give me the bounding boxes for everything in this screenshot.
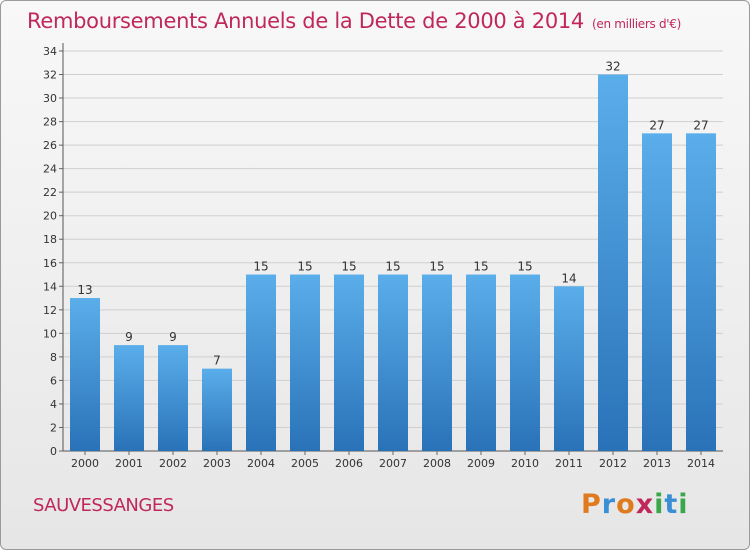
bar bbox=[466, 274, 496, 451]
bar bbox=[642, 133, 672, 451]
bar bbox=[554, 286, 584, 451]
x-tick-label: 2006 bbox=[335, 457, 363, 470]
x-tick-label: 2007 bbox=[379, 457, 407, 470]
y-tick-label: 22 bbox=[43, 186, 57, 199]
x-tick-label: 2005 bbox=[291, 457, 319, 470]
data-label: 15 bbox=[341, 260, 356, 274]
y-tick-label: 30 bbox=[43, 92, 57, 105]
y-tick-label: 32 bbox=[43, 69, 57, 82]
x-tick-label: 2009 bbox=[467, 457, 495, 470]
data-label: 15 bbox=[253, 260, 268, 274]
y-tick-label: 12 bbox=[43, 304, 57, 317]
bar bbox=[334, 274, 364, 451]
y-tick-label: 16 bbox=[43, 257, 57, 270]
x-tick-label: 2012 bbox=[599, 457, 627, 470]
data-labels: 13 9 9 7 15 15 15 15 15 15 15 14 32 27 27 bbox=[77, 60, 708, 368]
x-tick-label: 2013 bbox=[643, 457, 671, 470]
data-label: 7 bbox=[213, 354, 221, 368]
bar bbox=[598, 74, 628, 451]
x-tick-label: 2000 bbox=[71, 457, 99, 470]
data-label: 9 bbox=[169, 330, 177, 344]
x-tick-label: 2002 bbox=[159, 457, 187, 470]
commune-name: SAUVESSANGES bbox=[33, 495, 174, 516]
bar bbox=[686, 133, 716, 451]
bar bbox=[422, 274, 452, 451]
bar bbox=[158, 345, 188, 451]
data-label: 15 bbox=[429, 260, 444, 274]
bar bbox=[246, 274, 276, 451]
y-tick-label: 0 bbox=[50, 445, 57, 458]
y-tick-label: 14 bbox=[43, 280, 57, 293]
x-tick-label: 2010 bbox=[511, 457, 539, 470]
x-tick-label: 2008 bbox=[423, 457, 451, 470]
x-tick-label: 2014 bbox=[687, 457, 715, 470]
data-label: 14 bbox=[561, 271, 576, 285]
x-tick-label: 2011 bbox=[555, 457, 583, 470]
y-tick-label: 6 bbox=[50, 374, 57, 387]
proxiti-logo[interactable]: Proxiti bbox=[581, 489, 689, 520]
y-tick-label: 20 bbox=[43, 210, 57, 223]
bar bbox=[290, 274, 320, 451]
y-tick-label: 18 bbox=[43, 233, 57, 246]
bar bbox=[114, 345, 144, 451]
y-tick-label: 34 bbox=[43, 45, 57, 58]
logo-letter: x bbox=[635, 489, 655, 520]
y-tick-label: 28 bbox=[43, 116, 57, 129]
bar bbox=[378, 274, 408, 451]
bar bbox=[70, 298, 100, 451]
bar bbox=[202, 368, 232, 451]
chart-title: Remboursements Annuels de la Dette de 20… bbox=[27, 9, 681, 33]
data-label: 15 bbox=[297, 260, 312, 274]
chart-unit: (en milliers d'€) bbox=[592, 17, 682, 31]
data-label: 32 bbox=[605, 60, 620, 74]
data-label: 27 bbox=[649, 118, 664, 132]
logo-letter: r bbox=[601, 489, 617, 520]
y-tick-label: 24 bbox=[43, 163, 57, 176]
y-tick-label: 2 bbox=[50, 421, 57, 434]
x-tick-label: 2001 bbox=[115, 457, 143, 470]
y-tick-label: 4 bbox=[50, 398, 57, 411]
x-tick-label: 2003 bbox=[203, 457, 231, 470]
logo-letter: P bbox=[581, 489, 602, 520]
logo-letter: i bbox=[678, 489, 689, 520]
bar bbox=[510, 274, 540, 451]
data-label: 9 bbox=[125, 330, 133, 344]
data-label: 15 bbox=[517, 260, 532, 274]
data-label: 15 bbox=[385, 260, 400, 274]
data-label: 13 bbox=[77, 283, 92, 297]
logo-letter: t bbox=[664, 489, 679, 520]
x-tick-label: 2004 bbox=[247, 457, 275, 470]
logo-letter: i bbox=[654, 489, 665, 520]
logo-letter: o bbox=[616, 489, 636, 520]
bars bbox=[70, 74, 716, 451]
data-label: 15 bbox=[473, 260, 488, 274]
y-tick-label: 8 bbox=[50, 351, 57, 364]
y-tick-label: 26 bbox=[43, 139, 57, 152]
chart-title-text: Remboursements Annuels de la Dette de 20… bbox=[27, 9, 584, 33]
data-label: 27 bbox=[693, 118, 708, 132]
y-tick-label: 10 bbox=[43, 327, 57, 340]
